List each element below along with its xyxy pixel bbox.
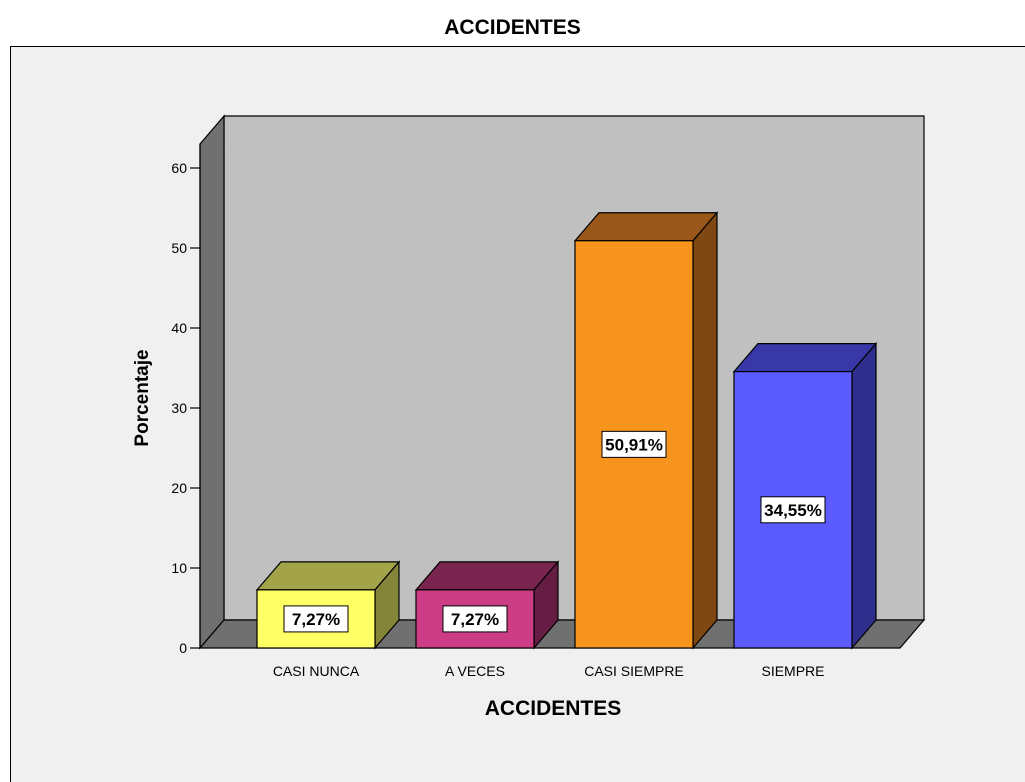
x-tick-label: SIEMPRE	[761, 663, 824, 679]
data-label: 50,91%	[605, 435, 663, 454]
side-wall	[199, 114, 225, 650]
bar-side	[692, 211, 718, 650]
y-axis-title: Porcentaje	[132, 349, 153, 446]
bar-top	[732, 343, 878, 373]
bar-top	[255, 561, 401, 591]
data-label: 7,27%	[292, 610, 340, 629]
y-tick-label: 60	[171, 160, 187, 176]
data-label: 34,55%	[764, 501, 822, 520]
data-label: 7,27%	[451, 610, 499, 629]
y-tick-label: 20	[171, 480, 187, 496]
y-tick-label: 10	[171, 560, 187, 576]
y-tick-label: 40	[171, 320, 187, 336]
chart-title: ACCIDENTES	[444, 16, 581, 39]
bar-side	[851, 341, 877, 650]
data-label-box	[601, 430, 667, 458]
y-tick-label: 0	[179, 640, 187, 656]
bar-top	[573, 212, 719, 242]
data-label-box	[760, 496, 826, 524]
bar-top	[414, 561, 560, 591]
y-tick-label: 30	[171, 400, 187, 416]
x-tick-label: A VECES	[445, 663, 505, 679]
x-tick-label: CASI NUNCA	[273, 663, 360, 679]
x-tick-label: CASI SIEMPRE	[584, 663, 684, 679]
data-label-box	[442, 605, 508, 633]
y-tick-label: 50	[171, 240, 187, 256]
data-label-box	[283, 605, 349, 633]
x-axis-title: ACCIDENTES	[485, 697, 622, 720]
